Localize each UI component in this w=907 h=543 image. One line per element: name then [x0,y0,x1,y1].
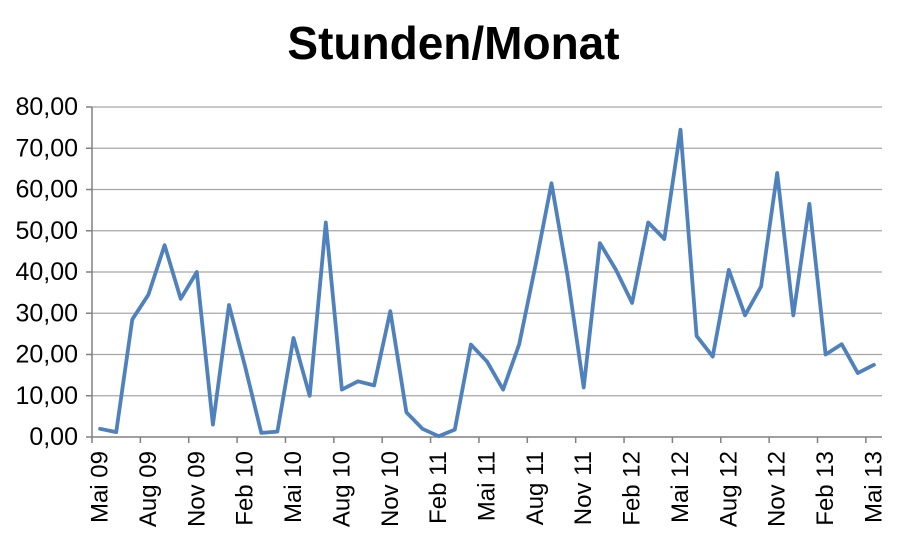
x-axis-label: Mai 11 [474,451,501,521]
y-axis-label: 30,00 [15,299,78,327]
x-axis-label: Mai 12 [667,451,694,523]
x-axis-label: Mai 13 [860,451,887,523]
y-axis-label: 10,00 [15,382,78,410]
chart-title: Stunden/Monat [287,17,620,69]
gridlines [92,106,882,397]
x-axis-label: Nov 10 [377,451,404,527]
x-axis-label: Nov 09 [183,451,210,527]
y-axis-label: 80,00 [15,93,78,121]
y-axis-label: 60,00 [15,176,78,204]
x-axis-label: Feb 13 [812,451,839,526]
y-axis-label: 20,00 [15,341,78,369]
x-axis-label: Feb 10 [232,451,259,526]
x-axis-label: Mai 09 [87,451,114,523]
x-axis-labels: Mai 09 Aug 09 Nov 09 Feb 10 Mai 10 Aug 10 Nov … [87,451,888,527]
y-axis-label: 50,00 [15,217,78,245]
x-axis-label: Feb 11 [425,451,452,524]
x-axis-label: Nov 11 [570,451,597,525]
y-axis-labels: 80,00 70,00 60,00 50,00 40,00 30,00 20,00 10,00… [15,93,78,451]
x-axis-label: Aug 10 [328,451,355,527]
x-axis-label: Aug 11 [522,451,549,525]
y-axis-ticks [86,106,92,438]
x-axis-ticks [91,437,867,443]
x-axis-label: Feb 12 [619,451,646,526]
series-line [98,127,876,439]
x-axis-label: Mai 10 [280,451,307,523]
y-axis-label: 70,00 [15,134,78,162]
x-axis-label: Nov 12 [764,451,791,527]
y-axis-label: 0,00 [29,423,78,451]
x-axis-label: Aug 09 [135,451,162,527]
y-axis-label: 40,00 [15,258,78,286]
x-axis-label: Aug 12 [715,451,742,527]
